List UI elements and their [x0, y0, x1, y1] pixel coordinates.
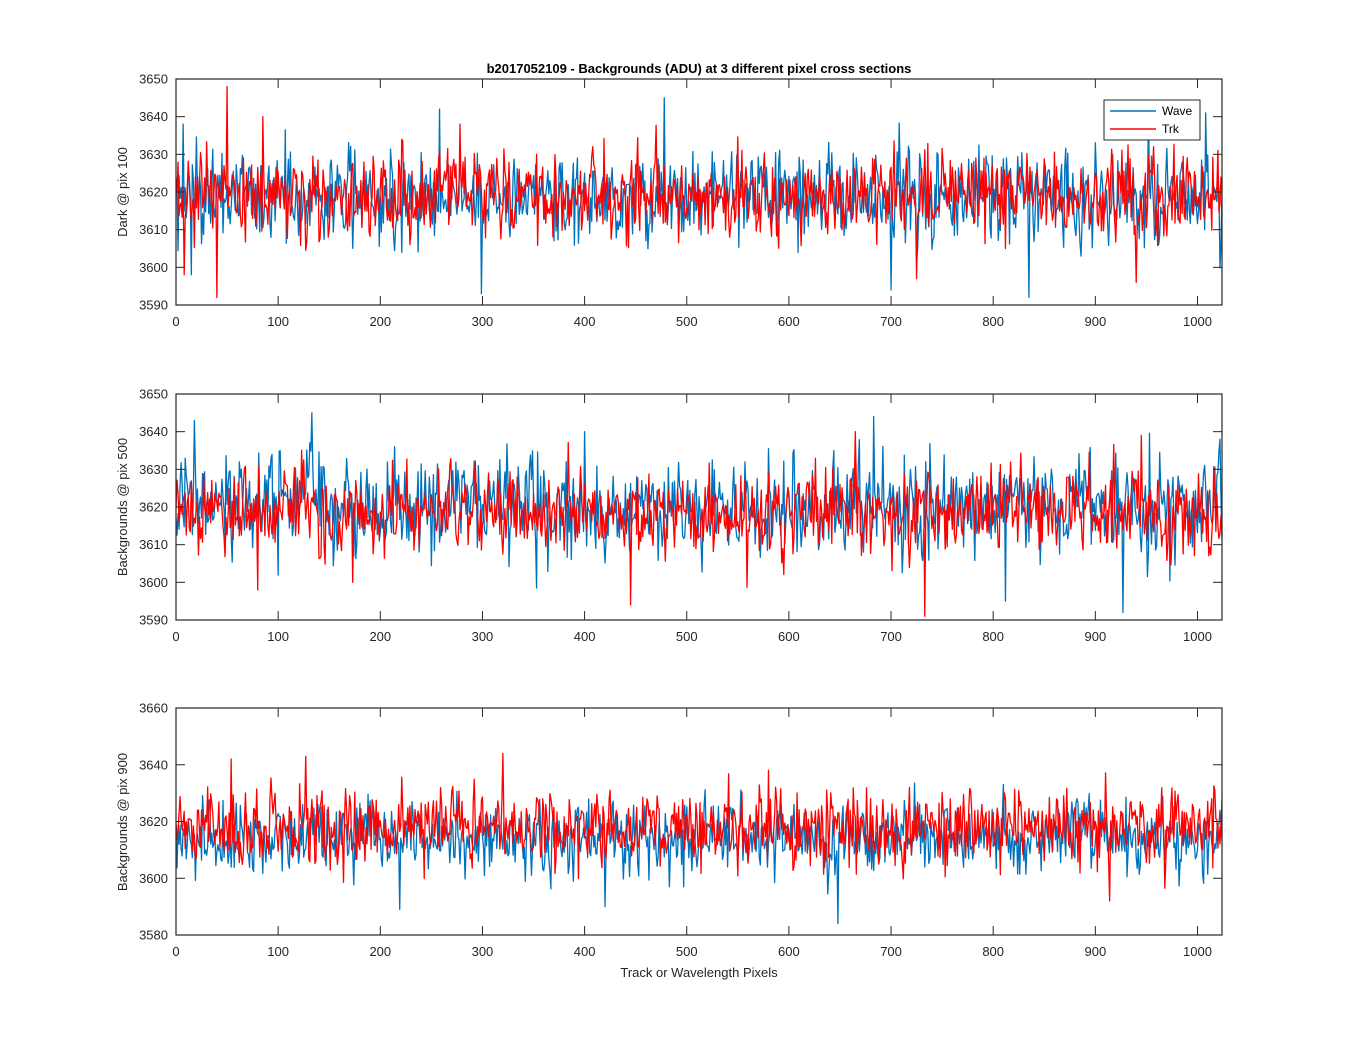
y-tick-label: 3620 [139, 814, 168, 829]
panel-2-series-trk [176, 432, 1222, 617]
y-tick-label: 3640 [139, 109, 168, 124]
y-tick-label: 3630 [139, 147, 168, 162]
x-tick-label: 700 [880, 314, 902, 329]
y-tick-label: 3600 [139, 575, 168, 590]
x-tick-label: 0 [172, 944, 179, 959]
x-tick-label: 900 [1084, 944, 1106, 959]
panel-3: 0 100 200 300 400 500 600 700 800 900 1000 3580 3600… [115, 701, 1222, 960]
x-axis-label: Track or Wavelength Pixels [620, 965, 778, 980]
x-tick-label: 800 [982, 944, 1004, 959]
x-tick-label: 200 [369, 944, 391, 959]
panel-1-lines [176, 87, 1222, 298]
figure-title: b2017052109 - Backgrounds (ADU) at 3 dif… [487, 61, 912, 76]
x-tick-label: 0 [172, 629, 179, 644]
y-tick-label: 3620 [139, 185, 168, 200]
x-tick-label: 400 [574, 629, 596, 644]
x-tick-label: 900 [1084, 629, 1106, 644]
panel-2: 0 100 200 300 400 500 600 700 800 900 1000 3590 3600… [115, 387, 1222, 645]
panel-3-series-wave [176, 783, 1222, 924]
x-tick-label: 500 [676, 944, 698, 959]
y-tick-label: 3600 [139, 260, 168, 275]
x-tick-label: 100 [267, 314, 289, 329]
x-tick-label: 100 [267, 944, 289, 959]
x-tick-label: 700 [880, 629, 902, 644]
panel-2-lines [176, 413, 1222, 616]
y-tick-label: 3590 [139, 298, 168, 313]
y-tick-label: 3580 [139, 928, 168, 943]
panel-3-series-trk [176, 753, 1222, 901]
legend-label-wave: Wave [1162, 104, 1193, 118]
y-tick-label: 3640 [139, 424, 168, 439]
x-tick-label: 1000 [1183, 944, 1212, 959]
panel-2-ticks: 0 100 200 300 400 500 600 700 800 900 1000 3590 3600… [139, 387, 1222, 645]
x-tick-label: 300 [472, 944, 494, 959]
x-tick-label: 0 [172, 314, 179, 329]
x-tick-label: 100 [267, 629, 289, 644]
y-tick-label: 3600 [139, 871, 168, 886]
y-tick-label: 3650 [139, 387, 168, 402]
x-tick-label: 1000 [1183, 314, 1212, 329]
panel-1: 0 100 200 300 400 500 600 700 800 900 1000 3590 3600… [115, 72, 1222, 330]
x-tick-label: 400 [574, 944, 596, 959]
legend-label-trk: Trk [1162, 122, 1180, 136]
panel-3-lines [176, 753, 1222, 923]
y-tick-label: 3610 [139, 537, 168, 552]
x-tick-label: 800 [982, 629, 1004, 644]
x-tick-label: 200 [369, 629, 391, 644]
x-tick-label: 200 [369, 314, 391, 329]
x-tick-label: 500 [676, 314, 698, 329]
panel-3-ylabel: Backgrounds @ pix 900 [115, 753, 130, 891]
y-tick-label: 3630 [139, 462, 168, 477]
legend: Wave Trk [1104, 100, 1200, 140]
x-tick-label: 900 [1084, 314, 1106, 329]
y-tick-label: 3610 [139, 222, 168, 237]
x-tick-label: 600 [778, 944, 800, 959]
x-tick-label: 700 [880, 944, 902, 959]
panel-1-ylabel: Dark @ pix 100 [115, 147, 130, 237]
x-tick-label: 600 [778, 314, 800, 329]
x-tick-label: 600 [778, 629, 800, 644]
x-tick-label: 300 [472, 314, 494, 329]
x-tick-label: 800 [982, 314, 1004, 329]
y-tick-label: 3650 [139, 72, 168, 87]
y-tick-label: 3590 [139, 613, 168, 628]
y-tick-label: 3620 [139, 500, 168, 515]
x-tick-label: 500 [676, 629, 698, 644]
y-tick-label: 3660 [139, 701, 168, 716]
x-tick-label: 300 [472, 629, 494, 644]
x-tick-label: 1000 [1183, 629, 1212, 644]
x-tick-label: 400 [574, 314, 596, 329]
panel-2-series-wave [176, 413, 1222, 613]
y-tick-label: 3640 [139, 757, 168, 772]
panel-2-ylabel: Backgrounds @ pix 500 [115, 438, 130, 576]
